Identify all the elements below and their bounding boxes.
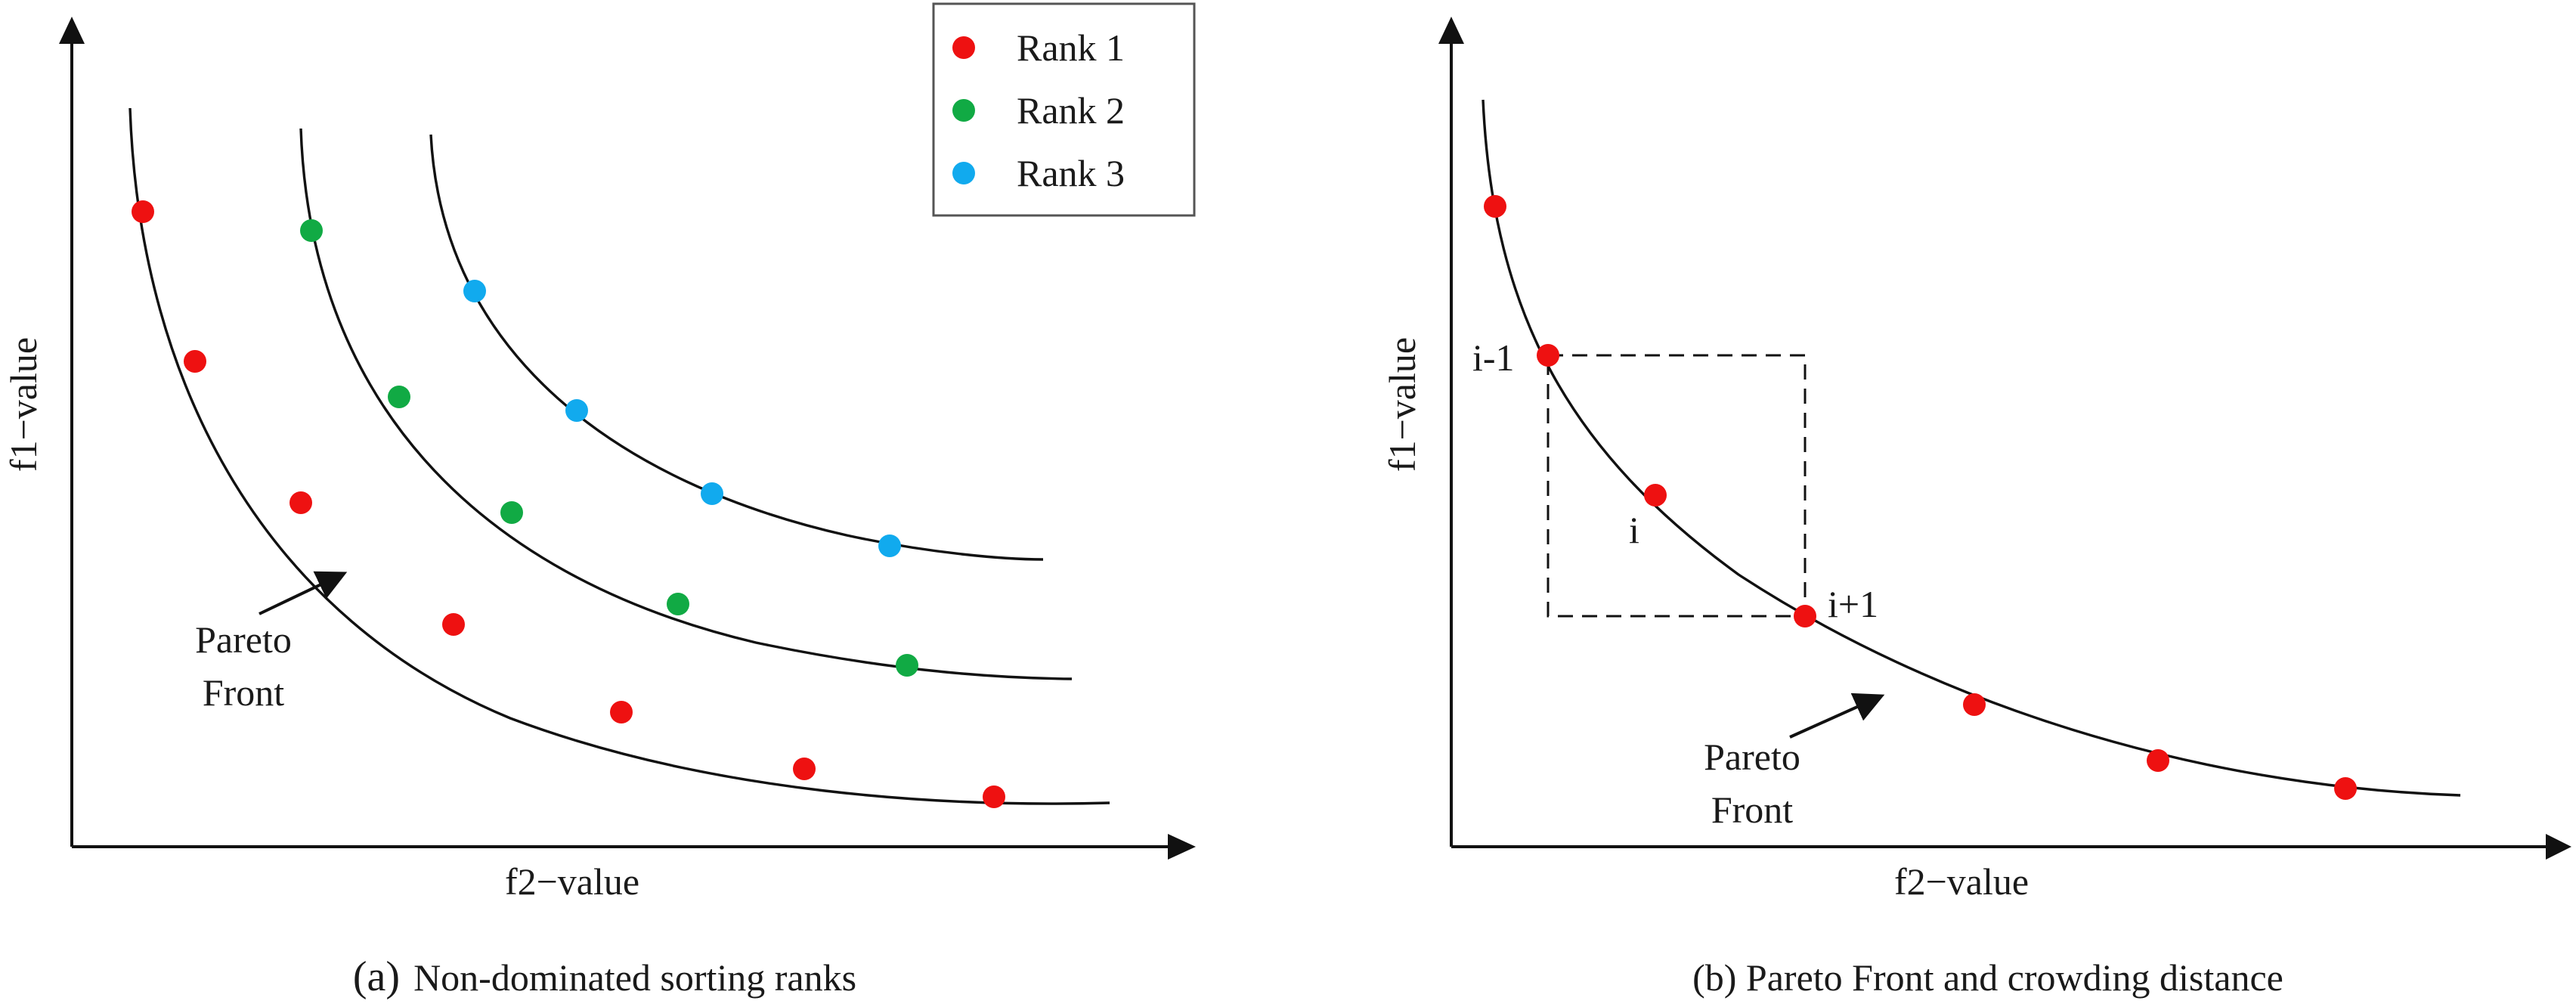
rank-1-point — [132, 200, 154, 223]
panel-b-y-axis-arrowhead — [1438, 17, 1464, 44]
pareto-front-curve — [1482, 99, 2461, 797]
rank-1-point — [793, 758, 816, 780]
front-point — [2147, 749, 2169, 772]
panel-a-caption-letter: (a) — [353, 953, 400, 1000]
legend-label: Rank 3 — [1017, 152, 1125, 194]
rank-3-point — [565, 399, 588, 422]
panel-a: f1−value f2−value — [2, 2, 1196, 1000]
front-point-i-minus-1 — [1537, 344, 1559, 367]
rank-1-point — [983, 785, 1005, 808]
rank-2-point — [896, 654, 918, 677]
label-i-plus-1: i+1 — [1828, 583, 1878, 625]
panel-b-y-axis-label: f1−value — [1381, 337, 1423, 472]
rank-2-point — [667, 593, 689, 615]
panel-a-x-axis-arrowhead — [1168, 834, 1196, 860]
panel-a-pareto-label-line2: Front — [203, 671, 284, 714]
rank-1-point — [442, 613, 465, 636]
pareto-front-points — [1484, 195, 2357, 800]
legend-entry-rank-3: Rank 3 — [952, 152, 1125, 194]
rank-1-curve — [128, 107, 1110, 805]
legend-entry-rank-2: Rank 2 — [952, 89, 1125, 132]
rank-3-point — [463, 280, 486, 302]
panel-a-x-axis-label: f2−value — [505, 860, 639, 903]
legend-entry-rank-1: Rank 1 — [952, 26, 1125, 69]
legend-marker — [952, 99, 975, 122]
panel-b-x-axis-label: f2−value — [1894, 860, 2029, 903]
panel-a-caption-text: Non-dominated sorting ranks — [413, 956, 856, 999]
rank-3-point — [878, 534, 901, 557]
legend-label: Rank 2 — [1017, 89, 1125, 132]
rank-2-point — [388, 386, 410, 408]
panel-b-caption: (b) Pareto Front and crowding distance — [1692, 956, 2283, 999]
rank-1-point — [610, 701, 633, 723]
legend: Rank 1 Rank 2 Rank 3 — [932, 2, 1196, 217]
rank-1-point — [289, 491, 312, 514]
panel-a-y-axis-label: f1−value — [2, 337, 45, 472]
legend-marker — [952, 36, 975, 59]
rank-3-points — [463, 280, 901, 557]
rank-1-points — [132, 200, 1005, 808]
front-point-i — [1644, 484, 1667, 507]
rank-2-points — [300, 219, 918, 677]
rank-2-curve — [299, 128, 1073, 680]
crowding-distance-box — [1547, 354, 1807, 618]
label-i: i — [1629, 509, 1639, 551]
front-point — [1484, 195, 1506, 218]
label-i-minus-1: i-1 — [1472, 336, 1515, 379]
panel-a-caption: (a) Non-dominated sorting ranks — [353, 953, 856, 1000]
rank-1-point — [184, 350, 206, 373]
rank-2-point — [500, 501, 523, 524]
panel-b: f1−value f2−value i-1 i i+1 Pareto Front… — [1381, 17, 2571, 999]
front-point-i-plus-1 — [1794, 605, 1816, 627]
legend-marker — [952, 162, 975, 184]
front-point — [1963, 693, 1986, 716]
panel-a-pareto-label-line1: Pareto — [195, 618, 292, 661]
rank-2-point — [300, 219, 323, 242]
panel-a-y-axis-arrowhead — [59, 17, 85, 44]
panel-b-pareto-label-line1: Pareto — [1704, 736, 1800, 778]
rank-3-point — [701, 482, 723, 505]
panel-b-pareto-label-line2: Front — [1711, 789, 1793, 831]
panel-b-x-axis-arrowhead — [2546, 834, 2571, 860]
panel-a-pareto-arrow — [259, 571, 348, 615]
panel-b-pareto-arrow — [1789, 693, 1885, 739]
front-point — [2334, 777, 2357, 800]
legend-label: Rank 1 — [1017, 26, 1125, 69]
legend-box — [932, 2, 1196, 217]
